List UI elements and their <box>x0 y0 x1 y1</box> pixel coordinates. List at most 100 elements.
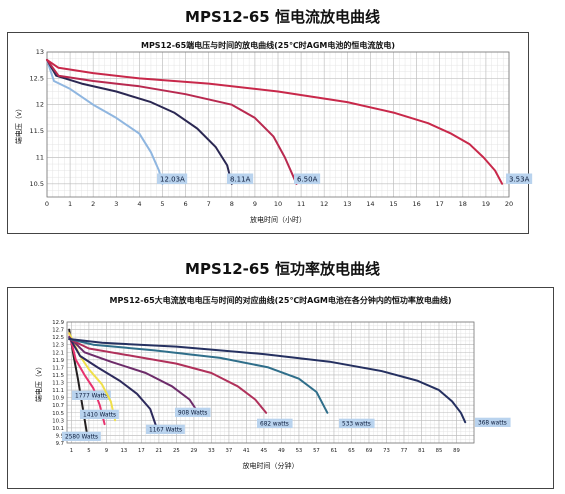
series-label-box <box>80 409 119 419</box>
x-tick-label: 2 <box>91 200 95 208</box>
x-tick-label: 37 <box>226 448 233 454</box>
series-line <box>68 336 158 429</box>
x-tick-label: 17 <box>138 448 145 454</box>
y-tick-label: 11.5 <box>52 373 64 379</box>
y-tick-label: 9.9 <box>56 433 64 439</box>
x-tick-label: 15 <box>389 200 397 208</box>
x-tick-label: 6 <box>184 200 188 208</box>
x-tick-label: 8 <box>230 200 234 208</box>
x-tick-label: 0 <box>45 200 49 208</box>
y-tick-label: 12.3 <box>52 343 64 349</box>
chart-panel-constant-current: MPS12-65端电压与时间的放电曲线(25℃时AGM电池的恒电流放电) <box>7 32 529 234</box>
plot-area <box>66 321 475 444</box>
series-label-box <box>294 173 321 184</box>
series-label-box <box>339 418 375 428</box>
series-label-box <box>146 424 185 434</box>
y-tick-label: 12.5 <box>52 335 64 341</box>
y-tick-label: 12.5 <box>30 74 44 82</box>
chart-title-constant-power: MPS12-65大电流放电电压与时间的对应曲线(25℃时AGM电池在各分钟内的恒… <box>109 296 452 305</box>
series-line <box>68 338 268 414</box>
heading-constant-current: MPS12-65 恒电流放电曲线 <box>185 8 380 26</box>
series-line <box>68 338 467 424</box>
x-tick-label: 65 <box>348 448 355 454</box>
x-tick-label: 41 <box>243 448 250 454</box>
series-label: 682 watts <box>260 422 289 428</box>
y-axis-label: 端电压（v） <box>34 363 43 402</box>
chart-panel-constant-power: MPS12-65大电流放电电压与时间的对应曲线(25℃时AGM电池在各分钟内的恒… <box>7 287 554 489</box>
y-axis-label: 端电压（v） <box>14 105 23 144</box>
series-label: 1410 Watts <box>83 413 116 419</box>
y-tick-label: 10.1 <box>52 426 64 432</box>
series-label: 1167 Watts <box>149 428 182 434</box>
series-label-box <box>257 418 293 428</box>
heading-constant-power: MPS12-65 恒功率放电曲线 <box>185 260 380 278</box>
x-tick-label: 9 <box>253 200 257 208</box>
y-tick-label: 10.5 <box>30 180 44 188</box>
series-label: 12.03A <box>160 176 185 184</box>
y-tick-label: 13 <box>36 48 44 56</box>
x-tick-label: 21 <box>156 448 163 454</box>
x-tick-label: 3 <box>114 200 118 208</box>
y-tick-label: 10.5 <box>52 411 64 417</box>
x-axis-label: 放电时间（分钟） <box>243 461 299 470</box>
y-tick-label: 12.9 <box>52 320 64 326</box>
series-line <box>46 58 233 185</box>
x-tick-label: 17 <box>436 200 444 208</box>
y-tick-label: 12.7 <box>52 328 64 334</box>
x-tick-label: 5 <box>87 448 90 454</box>
series-label-box <box>506 173 533 184</box>
series-line <box>68 332 106 426</box>
x-tick-label: 85 <box>436 448 443 454</box>
y-tick-label: 10.9 <box>52 396 64 402</box>
x-tick-label: 9 <box>105 448 108 454</box>
y-tick-label: 11 <box>36 153 44 161</box>
y-tick-label: 10.7 <box>52 403 64 409</box>
y-tick-label: 11.7 <box>52 365 64 371</box>
series-label: 2580 Watts <box>65 435 98 441</box>
y-tick-label: 11.5 <box>30 127 44 135</box>
series-label: 908 Watts <box>178 411 207 417</box>
x-tick-label: 18 <box>459 200 467 208</box>
x-tick-label: 89 <box>453 448 460 454</box>
series-label-box <box>175 407 211 417</box>
x-tick-label: 19 <box>482 200 490 208</box>
x-tick-label: 12 <box>320 200 328 208</box>
x-tick-label: 11 <box>297 200 305 208</box>
x-tick-label: 77 <box>401 448 408 454</box>
y-tick-label: 12 <box>36 101 44 109</box>
x-tick-label: 10 <box>274 200 282 208</box>
series-label: 3.53A <box>509 176 530 184</box>
series-line <box>68 336 200 414</box>
x-tick-label: 57 <box>313 448 320 454</box>
y-tick-label: 12.1 <box>52 350 64 356</box>
x-tick-label: 1 <box>68 200 72 208</box>
chart-title-constant-current: MPS12-65端电压与时间的放电曲线(25℃时AGM电池的恒电流放电) <box>140 41 396 50</box>
x-tick-label: 20 <box>505 200 513 208</box>
x-tick-label: 45 <box>261 448 268 454</box>
x-tick-label: 13 <box>121 448 128 454</box>
x-tick-label: 33 <box>208 448 215 454</box>
x-tick-label: 81 <box>418 448 425 454</box>
x-tick-label: 69 <box>366 448 373 454</box>
x-tick-label: 5 <box>160 200 164 208</box>
y-tick-label: 11.1 <box>52 388 64 394</box>
y-tick-label: 9.7 <box>56 441 64 447</box>
x-tick-label: 1 <box>70 448 73 454</box>
series-label-box <box>157 173 188 184</box>
series-label: 8.11A <box>230 176 251 184</box>
x-axis-label: 放电时间（小时） <box>250 215 306 224</box>
series-label: 6.50A <box>297 176 318 184</box>
x-tick-label: 49 <box>278 448 285 454</box>
x-tick-label: 25 <box>173 448 180 454</box>
y-tick-label: 11.9 <box>52 358 64 364</box>
x-tick-label: 73 <box>383 448 390 454</box>
x-tick-label: 7 <box>207 200 211 208</box>
series-label-box <box>475 417 511 427</box>
y-tick-label: 10.3 <box>52 418 64 424</box>
x-tick-label: 4 <box>137 200 141 208</box>
series-label: 368 watts <box>478 421 507 427</box>
plot-area <box>46 51 510 198</box>
series-label-box <box>62 431 101 441</box>
